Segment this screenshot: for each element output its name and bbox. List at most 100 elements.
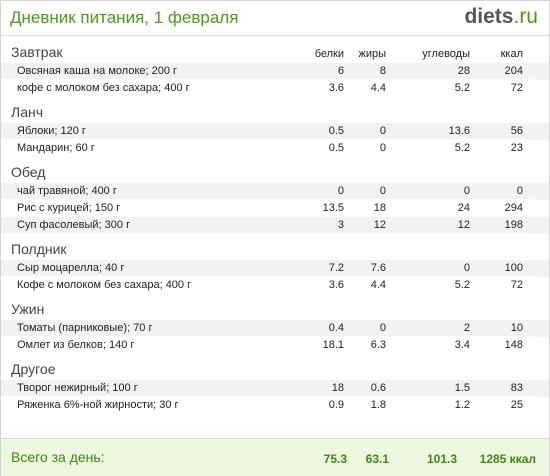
carbs-value: 0: [386, 260, 470, 277]
protein-value: 6: [297, 63, 344, 80]
total-kcal: 1285 ккал: [479, 452, 536, 466]
food-row: Томаты (парниковые); 70 г 0.4 0 2 10: [1, 320, 549, 337]
carbs-value: 2: [386, 320, 470, 337]
fat-value: 0: [344, 140, 386, 157]
empty-cell: [344, 161, 386, 183]
protein-value: 3.6: [297, 277, 344, 294]
logo-main: diets: [464, 5, 514, 28]
food-row: Овсяная каша на молоке; 200 г 6 8 28 204: [1, 63, 549, 80]
carbs-value: 13.6: [386, 123, 470, 140]
meal-title: Полдник: [11, 241, 67, 257]
empty-cell: [386, 101, 470, 123]
food-name: Ряженка 6%-ной жирности; 30 г: [1, 397, 297, 414]
fat-value: 18: [344, 200, 386, 217]
column-header: ккал: [500, 48, 523, 60]
empty-cell: [470, 101, 532, 123]
protein-value: 0.5: [297, 123, 344, 140]
site-logo[interactable]: diets.ru: [464, 5, 538, 29]
fat-value: 0: [344, 123, 386, 140]
fat-value: 7.6: [344, 260, 386, 277]
empty-cell: [344, 358, 386, 380]
meal-header: Ланч: [1, 101, 549, 123]
empty-cell: [470, 161, 532, 183]
carbs-value: 3.4: [386, 337, 470, 354]
page-title: Дневник питания, 1 февраля: [10, 8, 239, 27]
meal-title: Обед: [11, 164, 46, 180]
kcal-value: 294: [470, 200, 532, 217]
food-name: Овсяная каша на молоке; 200 г: [1, 63, 297, 80]
food-name: Кофе с молоком без сахара; 400 г: [1, 277, 297, 294]
empty-cell: [470, 358, 532, 380]
carbs-value: 5.2: [386, 80, 470, 97]
carbs-value: 5.2: [386, 140, 470, 157]
kcal-value: 23: [470, 140, 532, 157]
empty-cell: [470, 298, 532, 320]
empty-cell: [297, 358, 344, 380]
food-row: Ряженка 6%-ной жирности; 30 г 0.9 1.8 1.2 25: [1, 397, 549, 414]
food-row: Творог нежирный; 100 г 18 0.6 1.5 83: [1, 380, 549, 397]
carbs-value: 24: [386, 200, 470, 217]
meal-header: Полдник: [1, 238, 549, 260]
food-row: Омлет из белков; 140 г 18.1 6.3 3.4 148: [1, 337, 549, 354]
header: Дневник питания, 1 февраля diets.ru: [1, 1, 549, 35]
fat-value: 8: [344, 63, 386, 80]
food-name: Омлет из белков; 140 г: [1, 337, 297, 354]
total-fat: 63.1: [365, 452, 389, 466]
section-gap: [1, 414, 549, 418]
food-row: Суп фасолевый; 300 г 3 12 12 198: [1, 217, 549, 234]
kcal-value: 148: [470, 337, 532, 354]
kcal-value: 25: [470, 397, 532, 414]
empty-cell: [386, 161, 470, 183]
fat-value: 6.3: [344, 337, 386, 354]
meal-table: Завтрак белки жиры углеводы ккал Овсяная каша…: [1, 41, 549, 418]
empty-cell: [297, 101, 344, 123]
empty-cell: [386, 238, 470, 260]
empty-cell: [344, 238, 386, 260]
food-row: Сыр моцарелла; 40 г 7.2 7.6 0 100: [1, 260, 549, 277]
meal-title: Ужин: [11, 301, 45, 317]
food-name: Суп фасолевый; 300 г: [1, 217, 297, 234]
meal-title: Ланч: [11, 104, 43, 120]
meal-header: Завтрак белки жиры углеводы ккал: [1, 41, 549, 63]
fat-value: 4.4: [344, 277, 386, 294]
food-row: Яблоки; 120 г 0.5 0 13.6 56: [1, 123, 549, 140]
food-name: чай травяной; 400 г: [1, 183, 297, 200]
column-header: углеводы: [422, 48, 470, 60]
protein-value: 7.2: [297, 260, 344, 277]
empty-cell: [470, 238, 532, 260]
carbs-value: 28: [386, 63, 470, 80]
empty-cell: [297, 298, 344, 320]
protein-value: 3.6: [297, 80, 344, 97]
fat-value: 1.8: [344, 397, 386, 414]
kcal-value: 72: [470, 277, 532, 294]
protein-value: 13.5: [297, 200, 344, 217]
meal-header: Ужин: [1, 298, 549, 320]
fat-value: 12: [344, 217, 386, 234]
food-row: Рис с курицей; 150 г 13.5 18 24 294: [1, 200, 549, 217]
food-name: Мандарин; 60 г: [1, 140, 297, 157]
kcal-value: 198: [470, 217, 532, 234]
total-label: Всего за день:: [11, 449, 105, 465]
food-name: Творог нежирный; 100 г: [1, 380, 297, 397]
kcal-value: 72: [470, 80, 532, 97]
kcal-value: 83: [470, 380, 532, 397]
food-name: Рис с курицей; 150 г: [1, 200, 297, 217]
carbs-value: 12: [386, 217, 470, 234]
fat-value: 4.4: [344, 80, 386, 97]
food-name: Яблоки; 120 г: [1, 123, 297, 140]
empty-cell: [297, 161, 344, 183]
kcal-value: 0: [470, 183, 532, 200]
header-divider: [1, 35, 549, 36]
empty-cell: [344, 298, 386, 320]
column-header: жиры: [358, 48, 386, 60]
daily-total: Всего за день: 75.3 63.1 101.3 1285 ккал: [1, 438, 549, 476]
meal-header: Обед: [1, 161, 549, 183]
kcal-value: 204: [470, 63, 532, 80]
total-protein: 75.3: [323, 452, 347, 466]
protein-value: 3: [297, 217, 344, 234]
logo-tld: .ru: [513, 5, 538, 28]
meal-title: Завтрак: [11, 44, 63, 60]
empty-cell: [297, 238, 344, 260]
